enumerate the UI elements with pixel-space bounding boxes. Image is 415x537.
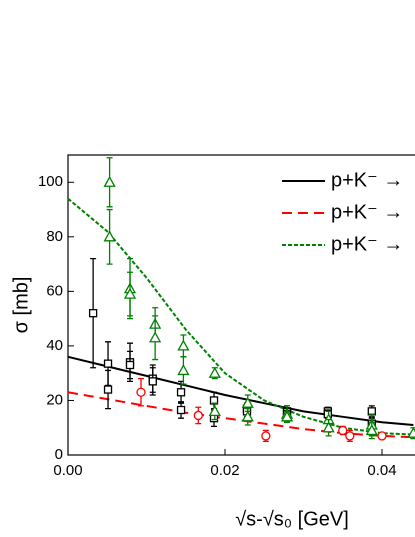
marker <box>88 309 98 318</box>
y-tick-label: 100 <box>38 173 63 190</box>
marker <box>125 360 135 370</box>
x-tick-label: 0.00 <box>53 462 82 479</box>
marker <box>241 410 254 422</box>
marker <box>123 287 137 299</box>
marker <box>365 424 378 436</box>
x-tick-label: 0.04 <box>367 462 396 479</box>
marker <box>241 396 254 408</box>
marker <box>103 359 113 368</box>
plot-frame <box>67 154 415 456</box>
x-axis-title: √s-√s₀ [GeV] <box>235 508 349 530</box>
marker <box>193 410 203 421</box>
legend-label: p+K⁻ → <box>331 233 403 255</box>
marker <box>148 377 157 386</box>
marker <box>208 366 221 378</box>
marker <box>177 339 190 351</box>
marker <box>377 431 387 441</box>
marker <box>261 431 271 441</box>
marker <box>209 396 219 405</box>
marker <box>103 175 116 187</box>
marker <box>345 431 355 441</box>
marker <box>322 421 335 433</box>
marker <box>136 387 146 397</box>
y-tick-label: 20 <box>46 391 63 408</box>
y-axis-title: σ [mb] <box>10 277 32 334</box>
marker <box>103 385 113 394</box>
marker <box>103 230 116 242</box>
marker <box>407 426 415 438</box>
marker <box>338 425 348 436</box>
x-tick-label: 0.02 <box>210 462 239 479</box>
marker <box>208 405 221 417</box>
curve <box>67 197 414 436</box>
marker <box>176 388 186 397</box>
legend-label: p+K⁻ → <box>331 169 403 191</box>
marker <box>177 364 190 376</box>
marker <box>149 331 162 343</box>
y-tick-label: 0 <box>55 446 63 463</box>
marker <box>280 410 294 422</box>
marker <box>176 405 186 415</box>
y-tick-label: 80 <box>46 228 63 245</box>
curve <box>67 355 414 426</box>
y-tick-label: 60 <box>46 282 63 299</box>
legend-label: p+K⁻ → <box>331 201 403 223</box>
y-tick-label: 40 <box>46 337 63 354</box>
